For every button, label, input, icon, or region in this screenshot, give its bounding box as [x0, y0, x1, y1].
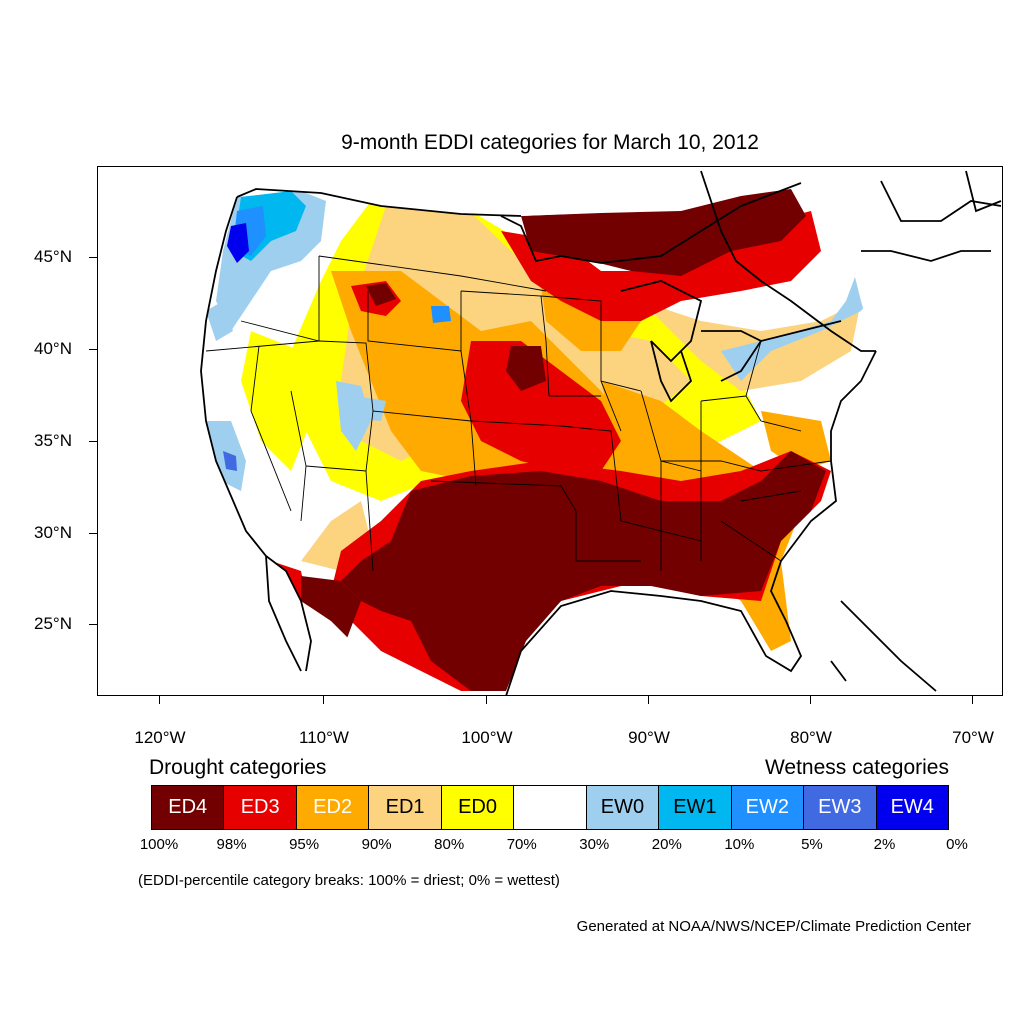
legend-cell-ed2: ED2 [296, 786, 370, 829]
drought-heading: Drought categories [149, 756, 327, 779]
lat-tick-35 [89, 441, 97, 442]
percentile-label: 5% [801, 836, 823, 853]
legend-cell-ew1: EW1 [659, 786, 732, 829]
eddi-map [97, 166, 1003, 696]
lon-label-70: 70°W [952, 728, 994, 747]
legend-cell-ew2: EW2 [731, 786, 805, 829]
percentile-label: 80% [434, 836, 465, 853]
lat-label-35: 35°N [34, 431, 72, 450]
legend-cell-ed3: ED3 [224, 786, 297, 829]
percentile-label: 2% [873, 836, 896, 853]
legend-cell-ed1: ED1 [369, 786, 442, 829]
legend-cell-ed4: ED4 [152, 786, 225, 829]
legend-cell-ed0: ED0 [441, 786, 515, 829]
category-legend: ED4 ED3 ED2 ED1 ED0 EW0 EW1 EW2 EW3 EW4 [151, 785, 949, 830]
lat-label-40: 40°N [34, 339, 72, 358]
percentile-label: 90% [361, 836, 392, 853]
percentile-label: 20% [651, 836, 682, 853]
legend-cell-ew3: EW3 [804, 786, 877, 829]
eddi-shading [206, 189, 876, 691]
credit-line: Generated at NOAA/NWS/NCEP/Climate Predi… [576, 918, 971, 935]
lon-label-80: 80°W [790, 728, 832, 747]
lon-label-90: 90°W [628, 728, 670, 747]
lat-tick-30 [89, 533, 97, 534]
lon-tick-90 [648, 696, 649, 704]
lon-label-100: 100°W [461, 728, 513, 747]
percentile-label: 98% [216, 836, 247, 853]
legend-cell-neutral [514, 786, 587, 829]
lon-tick-120 [159, 696, 160, 704]
percentile-label: 100% [139, 836, 179, 853]
lon-tick-70 [972, 696, 973, 704]
percentile-label: 10% [724, 836, 755, 853]
lat-label-45: 45°N [34, 247, 72, 266]
lat-label-25: 25°N [34, 614, 72, 633]
percentile-label: 70% [506, 836, 537, 853]
percentile-label: 0% [946, 836, 968, 853]
percentile-label: 95% [289, 836, 320, 853]
lat-tick-45 [89, 257, 97, 258]
lon-label-120: 120°W [134, 728, 186, 747]
lon-tick-80 [810, 696, 811, 704]
lat-tick-40 [89, 349, 97, 350]
lat-tick-25 [89, 624, 97, 625]
legend-cell-ew0: EW0 [586, 786, 660, 829]
lon-tick-110 [323, 696, 324, 704]
lon-label-110: 110°W [299, 728, 349, 747]
map-canvas [200, 170, 1002, 695]
coastlines [200, 170, 1002, 695]
category-note: (EDDI-percentile category breaks: 100% =… [138, 872, 560, 889]
state-boundaries [205, 255, 832, 572]
map-title: 9-month EDDI categories for March 10, 20… [341, 131, 759, 154]
lon-tick-100 [486, 696, 487, 704]
legend-cell-ew4: EW4 [876, 786, 948, 829]
lat-label-30: 30°N [34, 523, 72, 542]
percentile-label: 30% [579, 836, 610, 853]
wetness-heading: Wetness categories [764, 756, 949, 779]
